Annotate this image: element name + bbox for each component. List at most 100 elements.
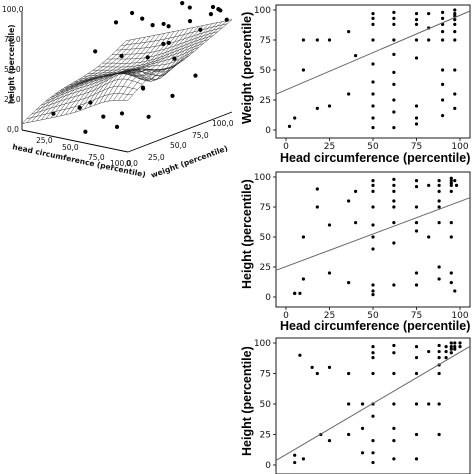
data-point	[293, 460, 297, 465]
data-point	[453, 38, 457, 42]
data-point	[392, 426, 396, 430]
data-point	[293, 453, 297, 457]
y-tick-label: 50	[260, 400, 272, 410]
mesh-line	[118, 21, 223, 101]
data-point	[354, 189, 358, 193]
data-point	[449, 345, 453, 349]
mesh-line	[88, 51, 195, 74]
surface-data-point	[198, 27, 203, 32]
data-points	[293, 176, 459, 297]
surface-data-point	[88, 100, 93, 105]
data-point	[437, 432, 441, 437]
data-point	[441, 16, 445, 20]
scatter-panel-weight-vs-head: 0 25 50 75 100 0 25 50 75 100 Weight (percentile…	[240, 4, 471, 165]
data-point	[392, 402, 396, 406]
surface-data-point	[193, 73, 198, 78]
data-point	[371, 62, 375, 66]
data-point	[315, 106, 319, 110]
data-point	[437, 356, 441, 360]
data-point	[354, 54, 358, 58]
data-point	[392, 110, 396, 114]
data-point	[371, 451, 375, 455]
data-point	[414, 432, 419, 437]
x-axis-ticks: 0 25 50 75 100	[283, 307, 469, 321]
data-point	[392, 126, 396, 130]
y-axis-title: Weight (percentile)	[240, 12, 254, 124]
surface-data-point	[140, 16, 145, 21]
data-point	[315, 38, 319, 42]
data-point	[453, 179, 457, 183]
data-point	[449, 176, 453, 180]
y-tick-label: 50	[260, 233, 272, 243]
data-point	[315, 187, 319, 191]
data-point	[301, 68, 305, 72]
mesh-line	[89, 27, 194, 108]
x-axis-title: Head circumference (percentile)	[280, 319, 470, 333]
data-point	[414, 38, 419, 42]
x-axis-ticks: 0 25 50 75 100	[283, 138, 469, 152]
data-point	[453, 18, 457, 22]
y-axis-ticks: 0 25 50 75 100	[254, 6, 276, 136]
data-point	[327, 271, 332, 275]
mesh-line	[125, 19, 233, 42]
origin-label: 0,0	[126, 159, 138, 168]
surface-data-point	[145, 55, 150, 60]
data-point	[371, 22, 375, 26]
data-point	[427, 235, 431, 239]
x-tick-label: 0	[283, 311, 289, 321]
y-tick-label: 50,0	[170, 141, 187, 150]
surface-scatter-points	[51, 1, 229, 134]
mesh-line	[50, 68, 157, 98]
y-tick-label: 0	[265, 461, 271, 471]
data-point	[347, 432, 351, 437]
y-tick-label: 75	[260, 36, 271, 46]
y-axis-ticks: 0 25 50 75 100	[254, 339, 276, 471]
data-point	[392, 199, 396, 203]
data-point	[414, 371, 419, 376]
data-point	[347, 30, 351, 34]
y-axis-title: Height (percentile)	[240, 179, 254, 289]
data-points	[293, 341, 462, 465]
data-point	[453, 92, 457, 96]
surface-data-point	[172, 56, 177, 61]
regression-line	[275, 10, 471, 95]
data-point	[444, 356, 448, 360]
mesh-line	[121, 23, 228, 46]
data-point	[392, 189, 396, 193]
y-axis-title: Height (percentile)	[240, 346, 254, 456]
data-point	[392, 16, 396, 20]
surface-3d-plot: 100,0 75,0 50,0 25,0 0,0 25,0 50,0 75,0 …	[2, 1, 234, 180]
y-tick-label: 100	[254, 173, 271, 183]
mesh-line	[94, 26, 199, 106]
mesh-line	[92, 47, 199, 71]
mesh-line	[123, 20, 228, 101]
y-tick-label: 25	[260, 263, 271, 273]
data-point	[371, 38, 375, 42]
data-point	[354, 221, 358, 225]
data-point	[392, 457, 396, 461]
data-point	[327, 38, 332, 42]
data-point	[427, 402, 431, 406]
data-point	[392, 351, 396, 355]
surface-data-point	[150, 23, 155, 28]
data-point	[437, 265, 441, 269]
y-tick-label: 75	[260, 203, 271, 213]
mesh-line	[97, 43, 204, 68]
data-point	[298, 353, 302, 357]
data-point	[371, 351, 375, 355]
scatter-panel-height-bottom: 0 25 50 75 100 Height (percentile)	[240, 337, 471, 474]
data-point	[347, 281, 351, 285]
data-point	[371, 371, 375, 376]
data-point	[437, 371, 441, 376]
data-point	[371, 205, 375, 209]
y-tick-label: 25	[260, 96, 271, 106]
data-point	[449, 183, 453, 187]
scatter-panel-height-vs-head: 0 25 50 75 100 0 25 50 75 100 Height (percentile…	[240, 171, 471, 333]
y-tick-label: 0	[265, 126, 271, 136]
x-tick-label: 100	[451, 142, 468, 152]
data-point	[453, 345, 457, 349]
z-tick-label: 50,0	[4, 65, 21, 74]
data-point	[414, 122, 419, 126]
data-point	[371, 16, 375, 20]
x-tick-label: 75	[411, 142, 422, 152]
